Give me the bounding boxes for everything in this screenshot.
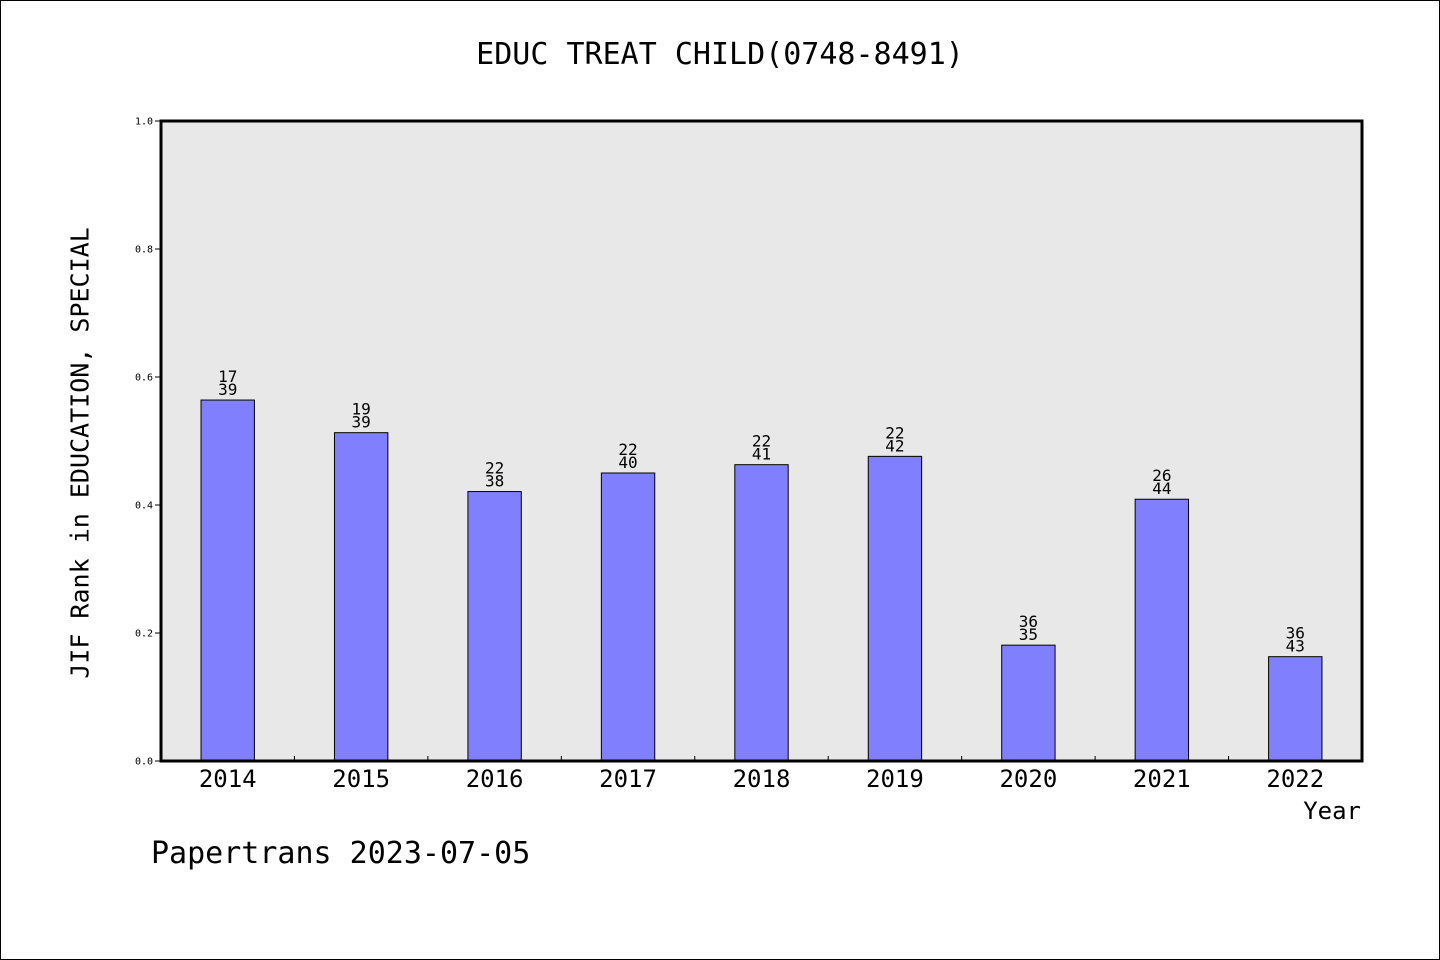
bar-2019 (867, 455, 923, 762)
bar-2016 (467, 491, 522, 762)
bar-label-bottom: 41 (752, 445, 771, 464)
x-tick-label: 2021 (1133, 765, 1191, 793)
bar-label-bottom: 42 (885, 436, 904, 455)
y-tick-label: 0.6 (135, 373, 153, 384)
x-tick-label: 2015 (332, 765, 390, 793)
bar-label-top: 36 (1286, 624, 1305, 643)
x-tick-label: 2014 (199, 765, 257, 793)
bar-label-bottom: 43 (1286, 637, 1305, 656)
y-tick-label: 0.0 (135, 757, 153, 768)
bar-2017 (600, 472, 656, 762)
bar-label-top: 22 (885, 423, 904, 442)
y-tick-label: 0.4 (135, 501, 153, 512)
x-tick-label: 2022 (1266, 765, 1324, 793)
bar-label-bottom: 40 (618, 453, 637, 472)
y-tick-label: 0.2 (135, 629, 153, 640)
bar-label-top: 22 (752, 432, 771, 451)
x-tick-label: 2019 (866, 765, 924, 793)
bar-label-bottom: 39 (352, 413, 371, 432)
bar-label-bottom: 44 (1152, 479, 1171, 498)
bar-2020 (1001, 644, 1056, 762)
y-tick-label: 0.8 (135, 245, 153, 256)
x-tick-label: 2016 (466, 765, 524, 793)
bar-label-bottom: 38 (485, 472, 504, 491)
bar-2015 (333, 432, 389, 762)
bar-2022 (1268, 656, 1323, 762)
bar-label-bottom: 39 (218, 380, 237, 399)
x-tick-label: 2017 (599, 765, 657, 793)
bar-2018 (734, 464, 789, 762)
footer-note: Papertrans 2023-07-05 (151, 836, 531, 871)
plot-border (159, 119, 1364, 763)
chart-title: EDUC TREAT CHILD(0748-8491) (476, 37, 964, 72)
bar-label-top: 26 (1152, 466, 1171, 485)
bar-label-top: 19 (352, 400, 371, 419)
x-axis-label: Year (1303, 797, 1361, 825)
bar-label-top: 17 (218, 367, 237, 386)
x-tick-label: 2020 (999, 765, 1057, 793)
axis-ticks: 0.0 0.2 0.4 0.6 0.8 1.0 2014 2015 2016 2017 2018 20… (135, 117, 1324, 794)
x-tick-label: 2018 (733, 765, 791, 793)
bar-label-bottom: 35 (1019, 625, 1038, 644)
bar-label-top: 22 (618, 440, 637, 459)
bar-label-top: 36 (1019, 612, 1038, 631)
bar-2021 (1134, 498, 1190, 762)
y-tick-label: 1.0 (135, 117, 153, 128)
bar-label-top: 22 (485, 459, 504, 478)
bar-2014 (200, 399, 255, 762)
